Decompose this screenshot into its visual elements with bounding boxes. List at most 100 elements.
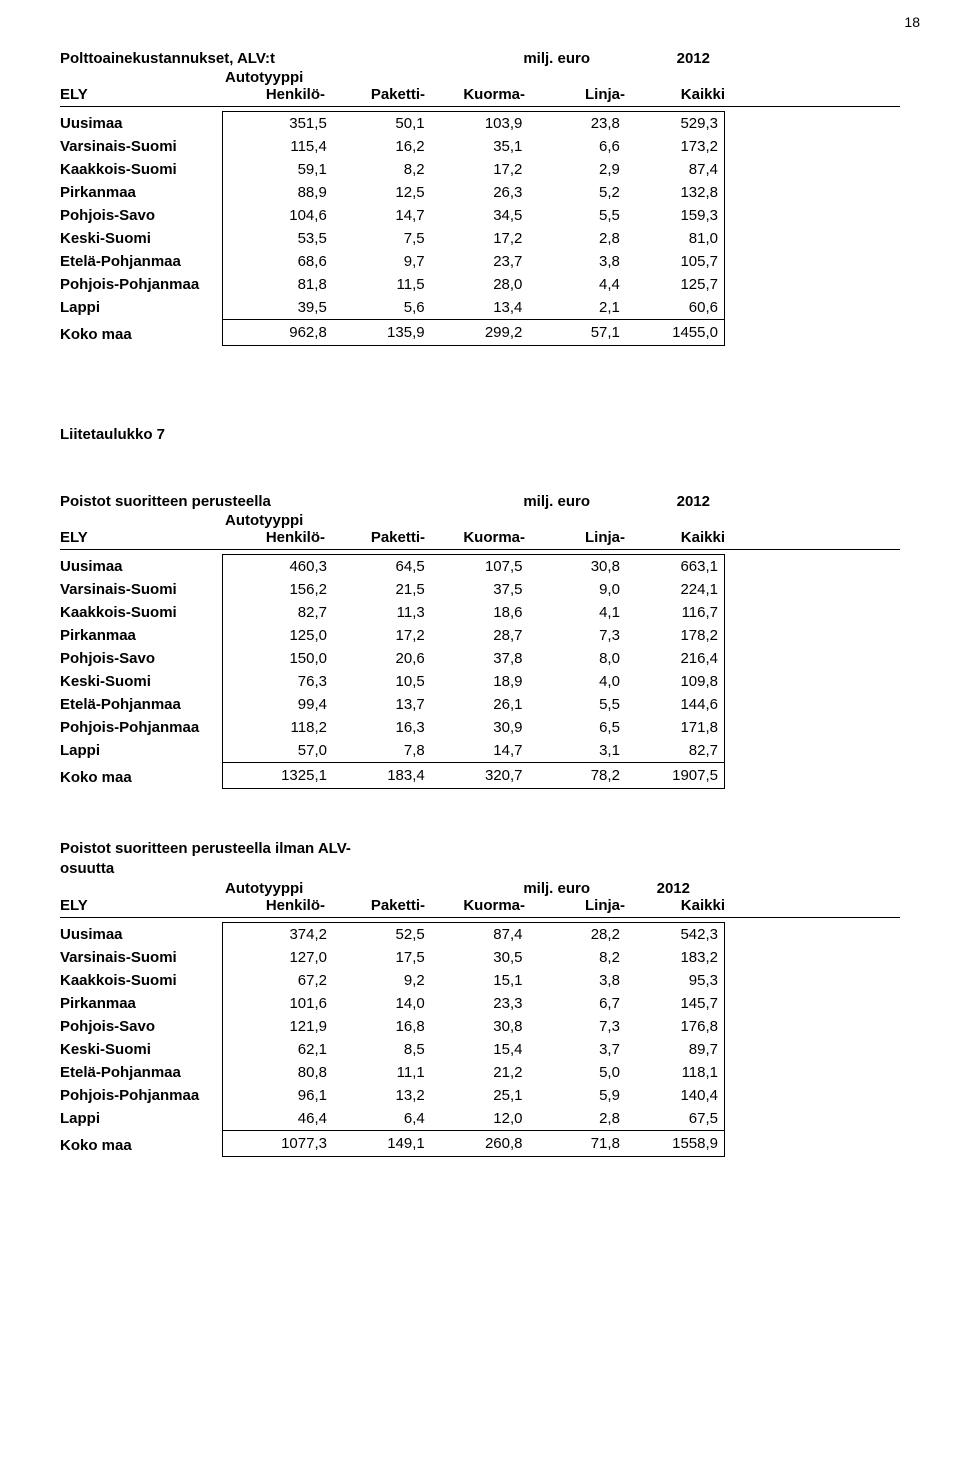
table-row: Pohjois-Savo121,916,830,87,3176,8 <box>60 1015 725 1038</box>
value-cell: 663,1 <box>620 555 725 579</box>
autotype-label: Autotyyppi <box>225 512 390 529</box>
value-cell: 11,1 <box>327 1061 425 1084</box>
value-cell: 25,1 <box>425 1084 523 1107</box>
value-cell: 21,5 <box>327 578 425 601</box>
region-cell: Keski-Suomi <box>60 1038 222 1061</box>
value-cell: 150,0 <box>222 647 327 670</box>
value-cell: 81,0 <box>620 227 725 250</box>
region-cell: Etelä-Pohjanmaa <box>60 693 222 716</box>
value-cell: 140,4 <box>620 1084 725 1107</box>
year-label: 2012 <box>610 493 710 510</box>
value-cell: 35,1 <box>425 135 523 158</box>
column-header: Linja- <box>525 86 625 103</box>
table-row: Pohjois-Pohjanmaa96,113,225,15,9140,4 <box>60 1084 725 1107</box>
region-cell: Pirkanmaa <box>60 624 222 647</box>
value-cell: 6,4 <box>327 1107 425 1131</box>
region-cell: Kaakkois-Suomi <box>60 158 223 181</box>
value-cell: 71,8 <box>522 1131 619 1157</box>
value-cell: 78,2 <box>522 763 619 789</box>
value-cell: 67,2 <box>222 969 327 992</box>
table-row: Kaakkois-Suomi59,18,217,22,987,4 <box>60 158 725 181</box>
value-cell: 109,8 <box>620 670 725 693</box>
table-row: Pohjois-Pohjanmaa118,216,330,96,5171,8 <box>60 716 725 739</box>
value-cell: 5,5 <box>522 204 620 227</box>
value-cell: 23,7 <box>425 250 523 273</box>
value-cell: 87,4 <box>425 923 523 947</box>
value-cell: 1907,5 <box>620 763 725 789</box>
value-cell: 5,5 <box>522 693 619 716</box>
column-header: Linja- <box>525 897 625 914</box>
value-cell: 20,6 <box>327 647 425 670</box>
ely-header: ELY <box>60 86 225 103</box>
table-block: Poistot suoritteen perusteella ilman ALV… <box>60 839 900 1157</box>
value-cell: 374,2 <box>222 923 327 947</box>
column-header: Kaikki <box>625 529 725 546</box>
column-header: Kaikki <box>625 897 725 914</box>
value-cell: 7,3 <box>522 624 619 647</box>
value-cell: 82,7 <box>222 601 327 624</box>
value-cell: 1325,1 <box>222 763 327 789</box>
value-cell: 28,2 <box>522 923 619 947</box>
value-cell: 183,2 <box>620 946 725 969</box>
value-cell: 224,1 <box>620 578 725 601</box>
region-cell: Pohjois-Savo <box>60 647 222 670</box>
value-cell: 88,9 <box>223 181 327 204</box>
value-cell: 8,0 <box>522 647 619 670</box>
year-label: 2012 <box>610 50 710 67</box>
value-cell: 962,8 <box>223 320 327 346</box>
table-row: Uusimaa351,550,1103,923,8529,3 <box>60 112 725 136</box>
value-cell: 6,5 <box>522 716 619 739</box>
autotype-label: Autotyyppi <box>225 69 390 86</box>
value-cell: 183,4 <box>327 763 425 789</box>
value-cell: 53,5 <box>223 227 327 250</box>
value-cell: 3,7 <box>522 1038 619 1061</box>
region-cell: Pirkanmaa <box>60 181 223 204</box>
value-cell: 6,7 <box>522 992 619 1015</box>
value-cell: 2,9 <box>522 158 620 181</box>
data-table: Uusimaa351,550,1103,923,8529,3Varsinais-… <box>60 111 725 346</box>
region-cell: Keski-Suomi <box>60 227 223 250</box>
value-cell: 23,8 <box>522 112 620 136</box>
value-cell: 3,8 <box>522 250 620 273</box>
table-row: Pirkanmaa101,614,023,36,7145,7 <box>60 992 725 1015</box>
value-cell: 149,1 <box>327 1131 425 1157</box>
value-cell: 5,0 <box>522 1061 619 1084</box>
value-cell: 104,6 <box>223 204 327 227</box>
region-cell: Etelä-Pohjanmaa <box>60 1061 222 1084</box>
value-cell: 80,8 <box>222 1061 327 1084</box>
value-cell: 176,8 <box>620 1015 725 1038</box>
ely-header: ELY <box>60 529 225 546</box>
column-header: Henkilö- <box>225 897 325 914</box>
value-cell: 87,4 <box>620 158 725 181</box>
autotype-label: Autotyyppi <box>225 880 390 897</box>
table-row: Uusimaa460,364,5107,530,8663,1 <box>60 555 725 579</box>
table-row: Kaakkois-Suomi67,29,215,13,895,3 <box>60 969 725 992</box>
value-cell: 37,8 <box>425 647 523 670</box>
value-cell: 30,8 <box>522 555 619 579</box>
value-cell: 67,5 <box>620 1107 725 1131</box>
value-cell: 125,0 <box>222 624 327 647</box>
value-cell: 216,4 <box>620 647 725 670</box>
value-cell: 14,7 <box>327 204 425 227</box>
value-cell: 11,3 <box>327 601 425 624</box>
table-row: Pohjois-Pohjanmaa81,811,528,04,4125,7 <box>60 273 725 296</box>
region-cell: Pohjois-Pohjanmaa <box>60 1084 222 1107</box>
value-cell: 8,2 <box>327 158 425 181</box>
region-cell: Varsinais-Suomi <box>60 946 222 969</box>
milj-label: milj. euro <box>390 880 590 897</box>
value-cell: 7,3 <box>522 1015 619 1038</box>
value-cell: 7,8 <box>327 739 425 763</box>
value-cell: 159,3 <box>620 204 725 227</box>
value-cell: 76,3 <box>222 670 327 693</box>
table-row: Keski-Suomi76,310,518,94,0109,8 <box>60 670 725 693</box>
value-cell: 351,5 <box>223 112 327 136</box>
value-cell: 9,7 <box>327 250 425 273</box>
value-cell: 105,7 <box>620 250 725 273</box>
value-cell: 1558,9 <box>620 1131 725 1157</box>
total-row: Koko maa1077,3149,1260,871,81558,9 <box>60 1131 725 1157</box>
value-cell: 7,5 <box>327 227 425 250</box>
table-title: Poistot suoritteen perusteella ilman ALV… <box>60 839 390 878</box>
value-cell: 145,7 <box>620 992 725 1015</box>
value-cell: 64,5 <box>327 555 425 579</box>
value-cell: 57,1 <box>522 320 620 346</box>
